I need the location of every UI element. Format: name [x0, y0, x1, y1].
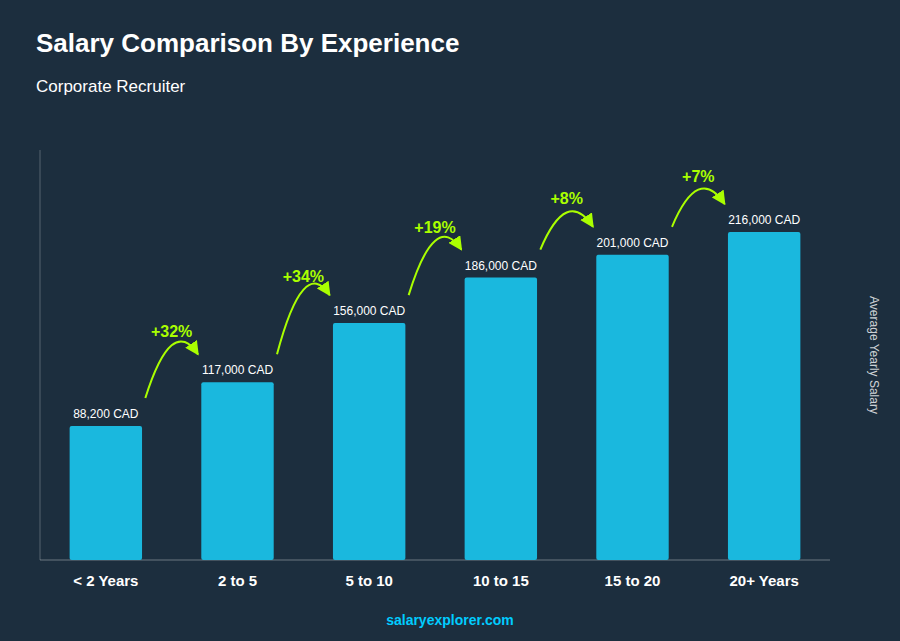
bar — [465, 278, 537, 560]
x-tick-label: 5 to 10 — [345, 572, 393, 589]
y-axis-label: Average Yearly Salary — [867, 296, 881, 414]
annotation: +34% — [283, 268, 324, 285]
y-axis-line — [40, 150, 41, 560]
bar — [70, 426, 142, 560]
title: Salary Comparison By Experience — [36, 28, 459, 58]
chart-container: Salary Comparison By Experience Corporate… — [0, 0, 900, 641]
data-label: 201,000 CAD — [596, 236, 668, 250]
annotation: +7% — [682, 168, 714, 185]
bar — [596, 255, 668, 560]
growth-arrow — [672, 188, 725, 226]
chart-svg: Salary Comparison By Experience Corporate… — [0, 0, 900, 641]
x-tick-label: 20+ Years — [729, 572, 798, 589]
growth-arrow — [409, 237, 462, 295]
x-tick-label: < 2 Years — [73, 572, 138, 589]
growth-arrow — [540, 211, 593, 249]
bar — [728, 232, 800, 560]
x-axis-line — [40, 560, 830, 561]
data-label: 216,000 CAD — [728, 213, 800, 227]
data-label: 88,200 CAD — [73, 407, 139, 421]
footer: salaryexplorer.com — [386, 612, 514, 628]
bar — [333, 323, 405, 560]
bar — [201, 382, 273, 560]
annotation: +8% — [550, 190, 582, 207]
bars — [70, 232, 801, 560]
annotation: +19% — [414, 219, 455, 236]
data-label: 186,000 CAD — [465, 259, 537, 273]
subtitle: Corporate Recruiter — [36, 77, 186, 96]
annotation: +32% — [151, 323, 192, 340]
x-tick-label: 2 to 5 — [218, 572, 257, 589]
x-tick-label: 15 to 20 — [605, 572, 661, 589]
growth-arrow — [277, 284, 330, 355]
growth-arrow — [145, 341, 198, 398]
data-label: 156,000 CAD — [333, 304, 405, 318]
background — [0, 0, 900, 641]
data-label: 117,000 CAD — [202, 363, 273, 377]
x-tick-label: 10 to 15 — [473, 572, 529, 589]
